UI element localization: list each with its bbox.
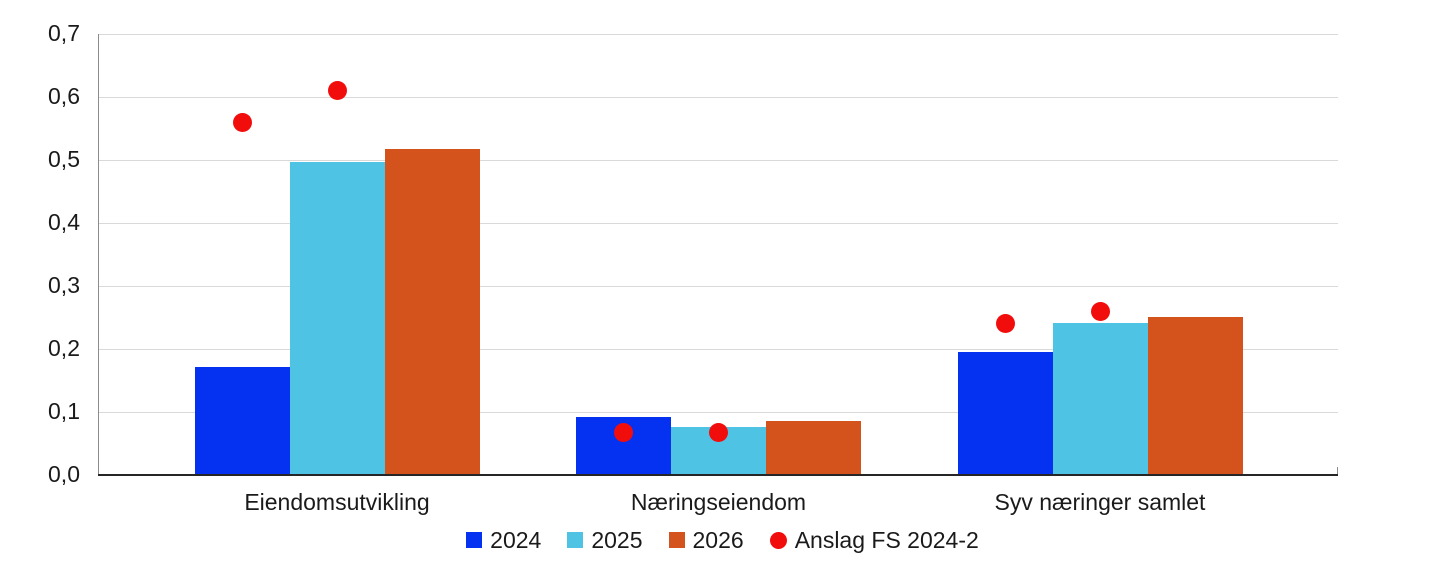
y-tick-label-0,0: 0,0 (48, 461, 80, 487)
gridline-0,6 (98, 97, 1338, 98)
y-tick-label-0,3: 0,3 (48, 272, 80, 298)
legend-label: Anslag FS 2024-2 (794, 527, 979, 553)
y-tick-label-0,5: 0,5 (48, 146, 80, 172)
legend-label: 2026 (692, 527, 744, 553)
legend-circle-marker-icon (769, 531, 787, 549)
x-category-label-1: Næringseiendom (630, 489, 807, 515)
bar-2026-category-1 (766, 421, 861, 475)
anslag-dot-category-0-0 (232, 112, 252, 132)
bar-2025-category-2 (1052, 323, 1148, 475)
legend-item-2026: 2026 (668, 527, 744, 553)
gridline-0,4 (98, 223, 1338, 224)
anslag-dot-category-1-1 (709, 422, 728, 442)
anslag-dot-category-0-1 (327, 81, 347, 101)
gridline-0,2 (98, 349, 1338, 350)
y-tick-label-0,6: 0,6 (48, 83, 80, 109)
y-axis-spine (98, 34, 99, 475)
plot-area (98, 34, 1338, 476)
x-axis-line (98, 474, 1338, 476)
bar-2025-category-0 (289, 161, 385, 475)
gridline-0,7 (98, 34, 1338, 35)
legend-item-2024: 2024 (466, 527, 541, 553)
bar-2024-category-2 (957, 351, 1053, 475)
x-category-label-2: Syv næringer samlet (994, 489, 1206, 515)
y-tick-label-0,2: 0,2 (48, 335, 80, 361)
legend-square-marker-icon (668, 532, 685, 548)
gridline-0,1 (98, 412, 1338, 413)
y-tick-label-0,4: 0,4 (48, 209, 80, 235)
gridline-0,5 (98, 160, 1338, 161)
bar-2024-category-0 (194, 366, 290, 475)
legend-item-Anslag FS 2024-2: Anslag FS 2024-2 (769, 527, 979, 553)
bar-2026-category-2 (1147, 316, 1243, 475)
legend-square-marker-icon (466, 532, 483, 548)
x-axis-end-tick (1337, 467, 1338, 475)
legend-label: 2024 (490, 527, 542, 553)
legend: 2024 2025 2026 Anslag FS 2024-2 (0, 527, 1445, 553)
legend-square-marker-icon (567, 532, 584, 548)
legend-item-2025: 2025 (567, 527, 643, 553)
x-category-label-0: Eiendomsutvikling (244, 489, 430, 515)
anslag-dot-category-2-1 (1090, 301, 1110, 321)
legend-label: 2025 (591, 527, 643, 553)
anslag-dot-category-1-0 (614, 422, 633, 442)
y-tick-label-0,7: 0,7 (48, 20, 80, 46)
anslag-dot-category-2-0 (995, 314, 1015, 334)
gridline-0,3 (98, 286, 1338, 287)
bar-2026-category-0 (384, 149, 480, 475)
y-tick-label-0,1: 0,1 (48, 398, 80, 424)
